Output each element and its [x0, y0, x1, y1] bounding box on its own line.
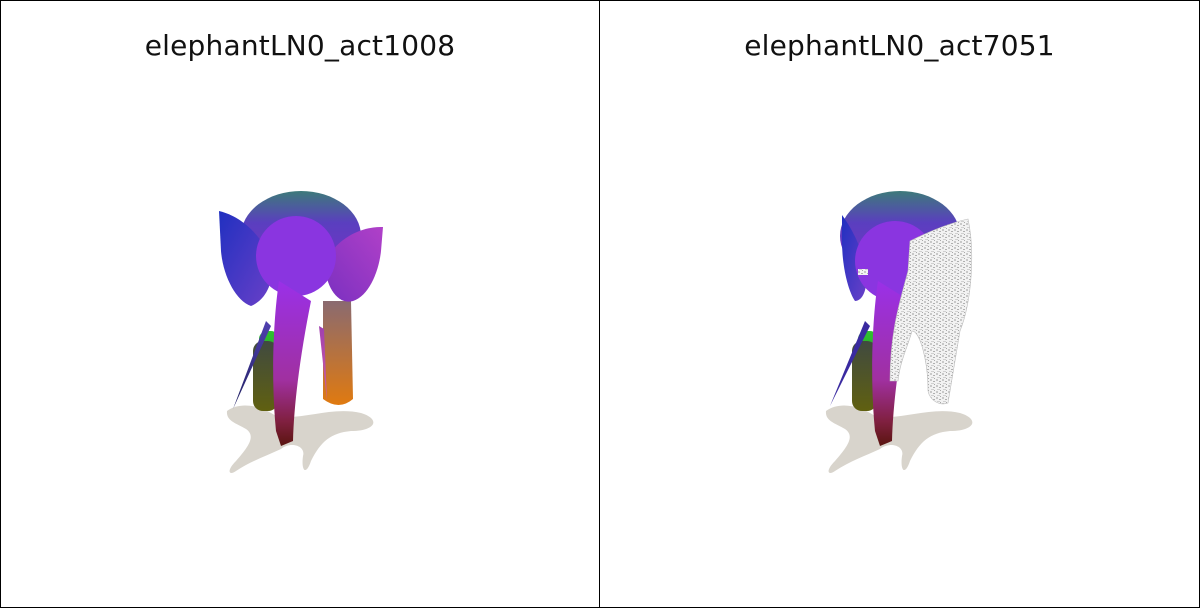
panel-title: elephantLN0_act1008: [144, 29, 456, 62]
render-panel-right: elephantLN0_act7051: [599, 0, 1200, 608]
elephant-render-right: [825, 191, 973, 473]
render-panel-left: elephantLN0_act1008: [0, 0, 600, 608]
elephant-render-left: [219, 191, 383, 473]
panel-title: elephantLN0_act7051: [744, 29, 1055, 62]
